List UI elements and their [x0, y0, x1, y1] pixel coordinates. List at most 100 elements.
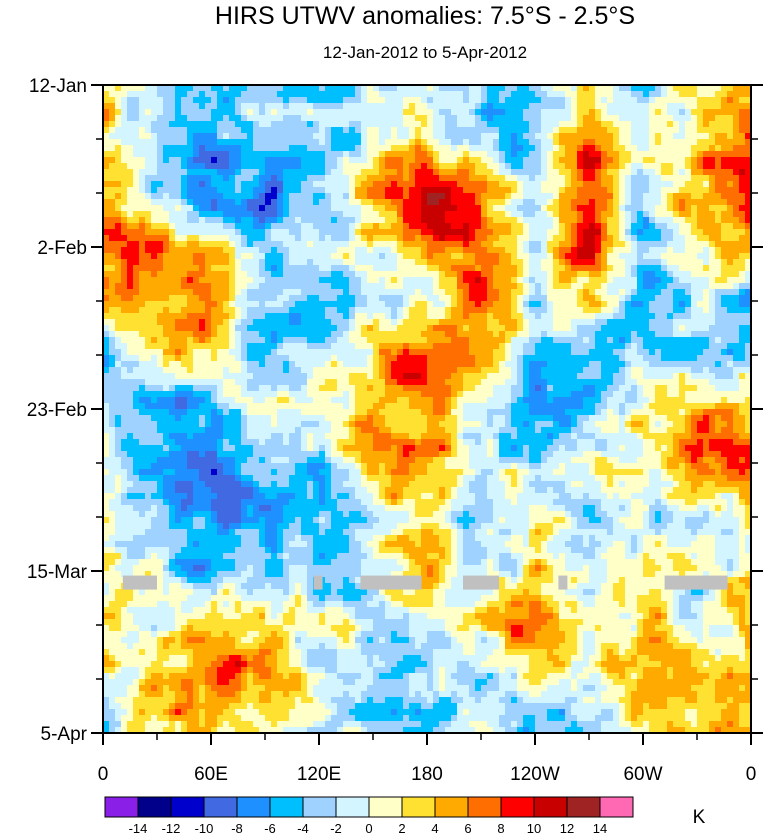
- heatmap-cell: [721, 199, 728, 206]
- heatmap-cell: [235, 325, 242, 332]
- heatmap-cell: [181, 313, 188, 320]
- heatmap-cell: [445, 289, 452, 296]
- heatmap-cell: [211, 181, 218, 188]
- heatmap-cell: [475, 199, 482, 206]
- heatmap-cell: [169, 121, 176, 128]
- heatmap-cell: [157, 181, 164, 188]
- heatmap-cell: [283, 139, 290, 146]
- heatmap-cell: [259, 169, 266, 176]
- heatmap-cell: [619, 265, 626, 272]
- heatmap-cell: [199, 229, 206, 236]
- heatmap-cell: [241, 283, 248, 290]
- heatmap-cell: [319, 103, 326, 110]
- heatmap-cell: [151, 337, 158, 344]
- heatmap-cell: [427, 349, 434, 356]
- heatmap-cell: [133, 223, 140, 230]
- heatmap-cell: [691, 253, 698, 260]
- heatmap-cell: [367, 229, 374, 236]
- heatmap-cell: [451, 301, 458, 308]
- heatmap-cell: [223, 271, 230, 278]
- heatmap-cell: [427, 295, 434, 302]
- heatmap-cells: [103, 85, 752, 734]
- heatmap-cell: [361, 319, 368, 326]
- heatmap-cell: [589, 235, 596, 242]
- heatmap-cell: [211, 199, 218, 206]
- heatmap-cell: [493, 217, 500, 224]
- heatmap-cell: [265, 307, 272, 314]
- heatmap-cell: [439, 103, 446, 110]
- heatmap-cell: [433, 319, 440, 326]
- heatmap-cell: [511, 91, 518, 98]
- heatmap-cell: [289, 193, 296, 200]
- heatmap-cell: [289, 229, 296, 236]
- heatmap-cell: [535, 295, 542, 302]
- heatmap-cell: [745, 235, 752, 242]
- heatmap-cell: [355, 91, 362, 98]
- heatmap-cell: [121, 331, 128, 338]
- heatmap-cell: [487, 205, 494, 212]
- heatmap-cell: [721, 91, 728, 98]
- heatmap-cell: [607, 295, 614, 302]
- heatmap-cell: [463, 115, 470, 122]
- heatmap-cell: [163, 205, 170, 212]
- heatmap-cell: [499, 247, 506, 254]
- heatmap-cell: [709, 241, 716, 248]
- heatmap-cell: [325, 211, 332, 218]
- heatmap-cell: [613, 121, 620, 128]
- heatmap-cell: [367, 85, 374, 92]
- heatmap-cell: [673, 313, 680, 320]
- heatmap-cell: [649, 115, 656, 122]
- heatmap-cell: [343, 325, 350, 332]
- heatmap-cell: [385, 313, 392, 320]
- heatmap-cell: [421, 205, 428, 212]
- heatmap-cell: [559, 103, 566, 110]
- heatmap-cell: [421, 97, 428, 104]
- heatmap-cell: [235, 157, 242, 164]
- heatmap-cell: [595, 187, 602, 194]
- heatmap-cell: [517, 151, 524, 158]
- heatmap-cell: [595, 175, 602, 182]
- heatmap-cell: [661, 217, 668, 224]
- heatmap-cell: [463, 97, 470, 104]
- heatmap-cell: [463, 223, 470, 230]
- heatmap-cell: [337, 349, 344, 356]
- heatmap-cell: [565, 265, 572, 272]
- heatmap-cell: [517, 199, 524, 206]
- heatmap-cell: [451, 217, 458, 224]
- heatmap-cell: [499, 91, 506, 98]
- heatmap-cell: [745, 217, 752, 224]
- heatmap-cell: [715, 331, 722, 338]
- heatmap-cell: [313, 97, 320, 104]
- heatmap-cell: [139, 91, 146, 98]
- heatmap-cell: [361, 301, 368, 308]
- heatmap-cell: [235, 181, 242, 188]
- heatmap-cell: [403, 229, 410, 236]
- heatmap-cell: [739, 169, 746, 176]
- heatmap-cell: [685, 271, 692, 278]
- heatmap-cell: [403, 163, 410, 170]
- heatmap-cell: [433, 349, 440, 356]
- heatmap-cell: [421, 217, 428, 224]
- heatmap-cell: [601, 247, 608, 254]
- heatmap-cell: [289, 133, 296, 140]
- heatmap-cell: [439, 109, 446, 116]
- heatmap-cell: [211, 295, 218, 302]
- heatmap-cell: [709, 265, 716, 272]
- heatmap-cell: [553, 181, 560, 188]
- heatmap-cell: [727, 85, 734, 92]
- heatmap-cell: [259, 295, 266, 302]
- heatmap-cell: [373, 259, 380, 266]
- heatmap-cell: [727, 217, 734, 224]
- heatmap-cell: [559, 121, 566, 128]
- heatmap-cell: [403, 175, 410, 182]
- heatmap-cell: [295, 91, 302, 98]
- heatmap-cell: [235, 199, 242, 206]
- heatmap-cell: [283, 349, 290, 356]
- heatmap-cell: [529, 247, 536, 254]
- heatmap-cell: [277, 289, 284, 296]
- heatmap-cell: [337, 295, 344, 302]
- heatmap-cell: [289, 271, 296, 278]
- heatmap-cell: [331, 229, 338, 236]
- heatmap-cell: [133, 337, 140, 344]
- heatmap-cell: [427, 103, 434, 110]
